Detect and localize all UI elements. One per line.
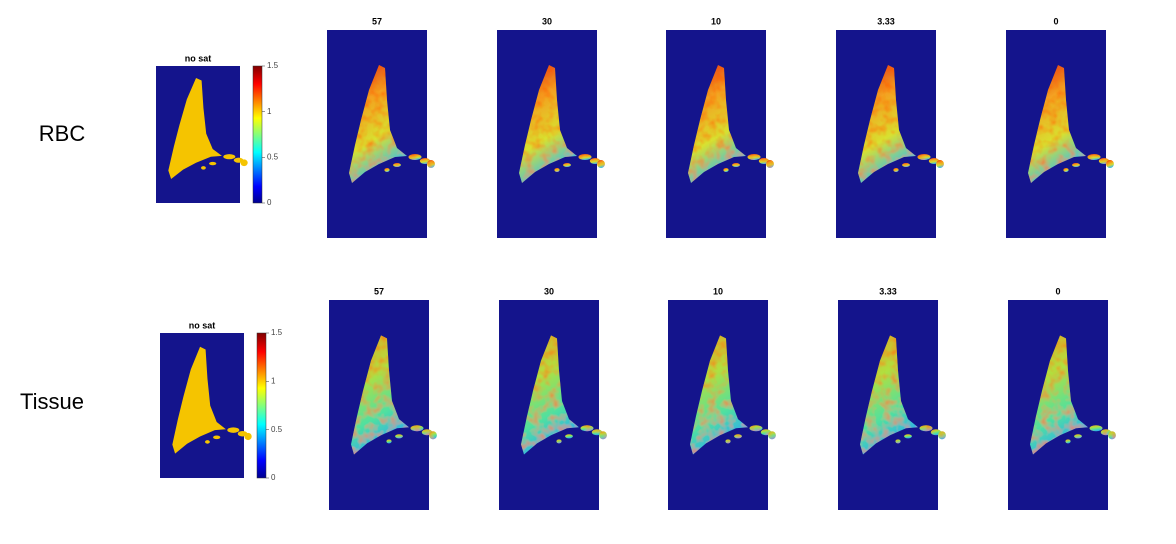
lung-fragment: [213, 435, 221, 440]
colorbar-tick-label: 1.5: [267, 61, 279, 70]
lung-map: [688, 65, 774, 183]
lung-fragment: [227, 427, 240, 433]
panel-title: 3.33: [879, 286, 897, 296]
lung-map: [351, 335, 437, 455]
lung-fragment: [240, 159, 248, 167]
lung-map: [1028, 65, 1114, 183]
lung-fragment: [427, 160, 435, 168]
row: RBC no sat 0 0.5 1 1.5 57 30 10 3.33 0: [39, 16, 1114, 238]
panel-title: 57: [374, 286, 384, 296]
lung-map: [860, 335, 946, 455]
lung-map: [349, 65, 435, 183]
lung-region: [858, 65, 916, 183]
lung-region: [1030, 335, 1088, 455]
lung-fragment: [1063, 168, 1069, 172]
lung-region: [1028, 65, 1086, 183]
lung-fragment: [384, 168, 390, 172]
lung-fragment: [723, 168, 729, 172]
lung-fragment: [244, 432, 252, 441]
lung-fragment: [938, 431, 946, 440]
lung-fragment: [895, 439, 901, 444]
lung-map: [172, 346, 252, 454]
lung-region: [519, 65, 577, 183]
lung-region: [688, 65, 746, 183]
colorbar: [256, 332, 267, 479]
panel-title: 57: [372, 16, 382, 26]
lung-fragment: [1108, 431, 1116, 440]
panel-title: no sat: [185, 53, 212, 63]
lung-fragment: [201, 166, 206, 170]
lung-fragment: [395, 434, 403, 439]
lung-map: [690, 335, 776, 455]
lung-fragment: [902, 163, 910, 167]
lung-fragment: [578, 154, 592, 160]
lung-map: [521, 335, 607, 455]
lung-region: [172, 346, 226, 454]
lung-region: [349, 65, 407, 183]
lung-region: [351, 335, 409, 455]
panel-title: 0: [1053, 16, 1058, 26]
lung-fragment: [580, 425, 594, 432]
lung-map: [519, 65, 605, 183]
lung-region: [860, 335, 918, 455]
row: Tissue no sat 0 0.5 1 1.5 57 30 10 3.33 0: [20, 286, 1116, 510]
lung-fragment: [565, 434, 573, 439]
lung-fragment: [410, 425, 424, 432]
lung-fragment: [766, 160, 774, 168]
lung-fragment: [893, 168, 899, 172]
lung-fragment: [563, 163, 571, 167]
lung-fragment: [1072, 163, 1080, 167]
lung-fragment: [429, 431, 437, 440]
lung-fragment: [747, 154, 761, 160]
colorbar-tick-label: 1: [271, 376, 276, 385]
lung-fragment: [597, 160, 605, 168]
lung-fragment: [1065, 439, 1071, 444]
colorbar: [252, 65, 263, 204]
row-label: RBC: [39, 121, 86, 146]
lung-region: [168, 77, 222, 180]
lung-fragment: [919, 425, 933, 432]
panel-title: 10: [711, 16, 721, 26]
lung-fragment: [732, 163, 740, 167]
lung-region: [521, 335, 579, 455]
lung-fragment: [554, 168, 560, 172]
panel-title: 30: [544, 286, 554, 296]
row-label: Tissue: [20, 389, 84, 414]
lung-fragment: [408, 154, 422, 160]
lung-map: [858, 65, 944, 183]
lung-fragment: [205, 440, 210, 444]
lung-fragment: [223, 154, 236, 160]
lung-fragment: [393, 163, 401, 167]
panel-title: 3.33: [877, 16, 895, 26]
panel-title: 0: [1055, 286, 1060, 296]
lung-fragment: [749, 425, 763, 432]
panel-title: no sat: [189, 320, 216, 330]
lung-fragment: [599, 431, 607, 440]
lung-fragment: [936, 160, 944, 168]
lung-fragment: [904, 434, 912, 439]
colorbar-tick-label: 1: [267, 107, 272, 116]
panel-title: 30: [542, 16, 552, 26]
lung-fragment: [768, 431, 776, 440]
lung-fragment: [734, 434, 742, 439]
panel-title: 10: [713, 286, 723, 296]
lung-fragment: [1089, 425, 1103, 432]
colorbar-tick-label: 1.5: [271, 328, 283, 337]
lung-fragment: [725, 439, 731, 444]
lung-fragment: [209, 161, 217, 166]
lung-fragment: [1106, 160, 1114, 168]
colorbar-tick-label: 0.5: [271, 425, 283, 434]
lung-fragment: [1074, 434, 1082, 439]
colorbar-tick-label: 0: [267, 198, 272, 207]
colorbar-tick-label: 0: [271, 473, 276, 482]
lung-fragment: [1087, 154, 1101, 160]
lung-map: [168, 77, 248, 180]
lung-region: [690, 335, 748, 455]
lung-fragment: [386, 439, 392, 444]
lung-fragment: [917, 154, 931, 160]
colorbar-tick-label: 0.5: [267, 152, 279, 161]
lung-fragment: [556, 439, 562, 444]
lung-map: [1030, 335, 1116, 455]
